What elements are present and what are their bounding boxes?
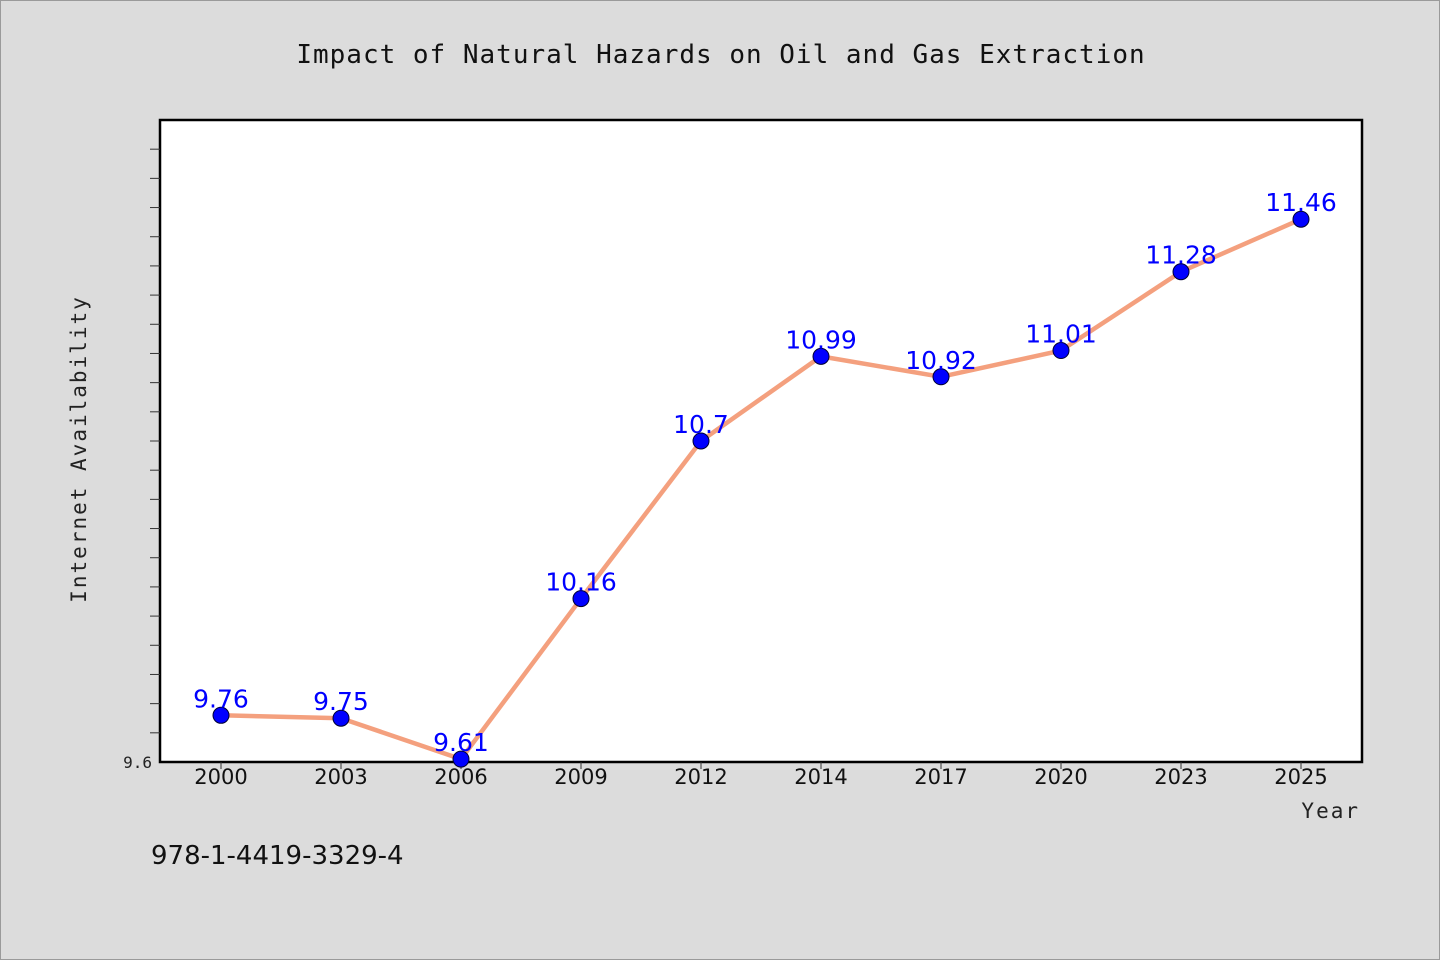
data-point: [1292, 210, 1310, 228]
footnote: 978-1-4419-3329-4: [151, 841, 404, 871]
chart-title: Impact of Natural Hazards on Oil and Gas…: [296, 40, 1145, 70]
y-tick-label: 9.6: [123, 753, 152, 772]
x-tick-label: 2009: [554, 765, 607, 789]
data-label: 9.75: [313, 687, 369, 716]
data-label: 9.76: [193, 684, 249, 713]
data-label: 9.61: [433, 728, 489, 757]
data-point: [452, 750, 470, 768]
plot-area: [158, 118, 1364, 764]
data-markers: [212, 210, 1310, 768]
data-label: 10.99: [785, 325, 857, 354]
y-axis-label: Internet Availability: [67, 295, 91, 603]
data-label: 10.7: [673, 410, 729, 439]
data-labels: 9.76 9.75 9.61 10.16 10.7 10.99 10.92 11.01 11.2…: [193, 188, 1337, 757]
x-axis-label: Year: [1301, 799, 1360, 823]
data-label: 11.28: [1145, 241, 1217, 270]
x-axis-ticks: 2000 2003 2006 2009 2012 2014 2017 2020 2023 2025: [194, 762, 1328, 789]
x-tick-label: 2017: [914, 765, 967, 789]
x-tick-label: 2003: [314, 765, 367, 789]
data-point: [812, 347, 830, 365]
data-point: [1172, 263, 1190, 281]
data-label: 11.46: [1265, 188, 1337, 217]
x-tick-label: 2012: [674, 765, 727, 789]
series-line: [218, 216, 1304, 762]
x-tick-label: 2000: [194, 765, 247, 789]
x-tick-label: 2025: [1274, 765, 1327, 789]
x-tick-label: 2023: [1154, 765, 1207, 789]
data-point: [932, 368, 950, 386]
x-tick-label: 2006: [434, 765, 487, 789]
data-label: 10.92: [905, 346, 977, 375]
y-axis-ticks: 9.6: [123, 148, 160, 772]
data-point: [1052, 342, 1070, 360]
data-label: 10.16: [545, 568, 617, 597]
data-point: [692, 432, 710, 450]
data-point: [212, 706, 230, 724]
x-tick-label: 2014: [794, 765, 847, 789]
data-point: [572, 590, 590, 608]
data-point: [332, 709, 350, 727]
x-tick-label: 2020: [1034, 765, 1087, 789]
data-label: 11.01: [1025, 320, 1097, 349]
